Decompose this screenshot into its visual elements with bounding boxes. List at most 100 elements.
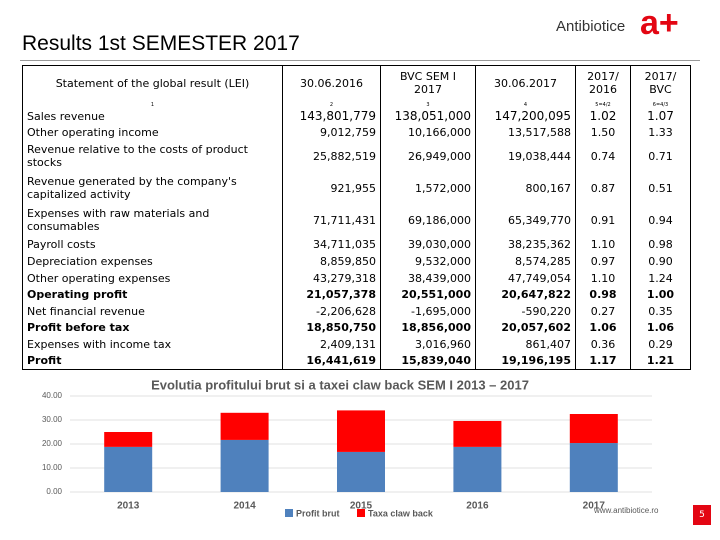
table-cell: 0.91 [575,204,631,236]
table-row: Depreciation expenses 8,859,850 9,532,000 8… [22,252,691,270]
footer-url: www.antibiotice.ro [593,506,659,515]
table-cell: Operating profit [22,286,283,303]
table-cell: 0.98 [575,286,631,303]
table-cell: 1.24 [630,269,691,287]
x-tick-label: 2013 [117,501,140,512]
table-cell: Revenue generated by the company's capit… [22,171,283,205]
table-cell: Statement of the global result (LEI) [22,65,283,101]
bar-segment [337,451,385,492]
table-row: Expenses with raw materials and consumab… [22,204,691,236]
table-cell: 18,856,000 [380,319,476,336]
table-cell: 0.90 [630,252,691,270]
table-cell: 1.07 [630,109,691,124]
table-cell: -2,206,628 [282,302,381,320]
table-row: Revenue relative to the costs of product… [22,140,691,172]
table-cell: 9,532,000 [380,252,476,270]
x-tick-label: 2017 [583,501,606,512]
table-cell: 1.06 [630,319,691,336]
table-cell: 0.97 [575,252,631,270]
y-tick-label: 0.00 [46,487,62,496]
table-cell: 0.71 [630,140,691,172]
x-tick-label: 2016 [466,501,489,512]
table-cell: 20,551,000 [380,286,476,303]
table-cell: 9,012,759 [282,123,381,141]
logo-mark: a+ [640,4,679,42]
table-cell: Depreciation expenses [22,252,283,270]
legend-swatch [357,509,365,517]
table-row: Profit 16,441,619 15,839,040 19,196,195 1.17… [22,352,691,370]
table-cell: 69,186,000 [380,204,476,236]
table-cell: Sales revenue [22,109,283,124]
table-cell: 65,349,770 [475,204,576,236]
table-cell: 147,200,095 [475,109,576,124]
table-row: 1 2 3 4 5=4/2 6=4/3 [22,100,691,110]
table-cell: 0.87 [575,171,631,205]
table-cell: Other operating income [22,123,283,141]
table-cell: 30.06.2016 [282,65,381,101]
bar-segment [569,414,618,444]
table-cell: 25,882,519 [282,140,381,172]
table-row: Payroll costs 34,711,035 39,030,000 38,235,… [22,235,691,253]
table-cell: 0.27 [575,302,631,320]
table-row: Profit before tax 18,850,750 18,856,000 20,… [22,319,691,336]
table-row: Revenue generated by the company's capit… [22,171,691,205]
table-cell: 0.36 [575,335,631,353]
slide-title: Results 1st SEMESTER 2017 [22,32,300,55]
legend-label: Taxa claw back [368,508,434,518]
table-cell: 38,439,000 [380,269,476,287]
table-cell: 2,409,131 [282,335,381,353]
table-cell: Profit [22,352,283,370]
table-row: Net financial revenue -2,206,628 -1,695,00… [22,302,691,320]
table-cell: 8,859,850 [282,252,381,270]
table-cell: 20,057,602 [475,319,576,336]
table-row: Statement of the global result (LEI) 30.0… [22,65,691,101]
table-cell: 138,051,000 [380,109,476,124]
y-tick-label: 40.00 [42,391,63,400]
table-cell: 0.35 [630,302,691,320]
table-cell: 20,647,822 [475,286,576,303]
table-cell: Expenses with income tax [22,335,283,353]
table-cell: 2017/ 2016 [575,65,631,101]
x-tick-label: 2014 [233,501,256,512]
y-tick-label: 10.00 [42,463,63,472]
legend-label: Profit brut [296,508,340,518]
table-cell: Net financial revenue [22,302,283,320]
table-cell: 800,167 [475,171,576,205]
table-cell: 1.33 [630,123,691,141]
bar-segment [220,412,269,440]
table-cell: 8,574,285 [475,252,576,270]
table-cell: 2017/ BVC [630,65,691,101]
table-cell: Profit before tax [22,319,283,336]
table-cell: 0.29 [630,335,691,353]
table-cell: 1.10 [575,235,631,253]
table-row: Other operating expenses 43,279,318 38,439… [22,269,691,287]
bar-segment [453,420,502,447]
table-cell: 71,711,431 [282,204,381,236]
chart-title: Evolutia profitului brut si a taxei claw… [151,377,529,392]
table-cell: 43,279,318 [282,269,381,287]
page-number: 5 [693,505,711,525]
table-cell: 30.06.2017 [475,65,576,101]
bar-segment [104,446,153,492]
table-cell: BVC SEM I 2017 [380,65,476,101]
table-cell: 861,407 [475,335,576,353]
bar-segment [337,410,385,452]
table-cell: Payroll costs [22,235,283,253]
table-cell: -1,695,000 [380,302,476,320]
x-tick-label: 2015 [350,501,373,512]
table-cell: 0.51 [630,171,691,205]
table-cell: 21,057,378 [282,286,381,303]
table-cell: Other operating expenses [22,269,283,287]
table-cell: 34,711,035 [282,235,381,253]
table-cell: 16,441,619 [282,352,381,370]
table-cell: Expenses with raw materials and consumab… [22,204,283,236]
table-cell: 6=4/3 [630,100,691,110]
bar-segment [569,443,618,492]
table-cell: 47,749,054 [475,269,576,287]
table-cell: 13,517,588 [475,123,576,141]
legend-swatch [285,509,293,517]
y-tick-label: 20.00 [42,439,63,448]
table-cell: 0.74 [575,140,631,172]
